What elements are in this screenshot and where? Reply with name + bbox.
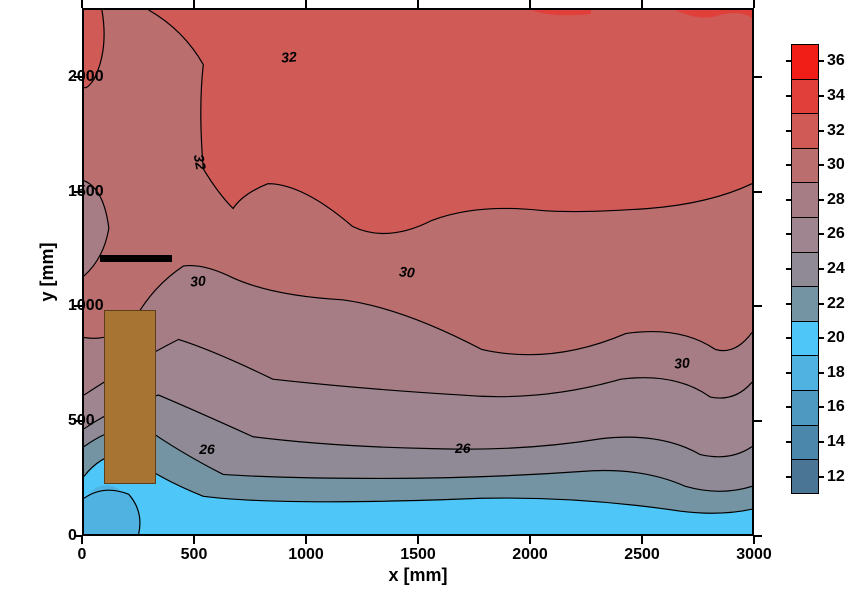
colorbar-swatch xyxy=(791,252,819,287)
colorbar-swatch xyxy=(791,459,819,494)
contour-label: 30 xyxy=(190,273,207,290)
contour-label: 26 xyxy=(455,440,471,456)
contour-label: 32 xyxy=(190,153,208,171)
colorbar-tick-label: 14 xyxy=(827,433,845,451)
contour-plot: 32323030302626 050010001500200025003000 … xyxy=(82,8,754,536)
colorbar-swatch xyxy=(791,79,819,114)
colorbar-swatch xyxy=(791,182,819,217)
colorbar-tick-label: 28 xyxy=(827,191,845,209)
colorbar-tick-label: 18 xyxy=(827,364,845,382)
colorbar-swatch xyxy=(791,286,819,321)
plot-svg xyxy=(82,8,754,536)
contour-label: 32 xyxy=(281,49,298,66)
colorbar-tick-label: 34 xyxy=(827,87,845,105)
x-tick-label: 1500 xyxy=(400,546,436,564)
x-tick-label: 0 xyxy=(78,546,87,564)
colorbar-tick-label: 22 xyxy=(827,295,845,313)
colorbar-swatch xyxy=(791,321,819,356)
overlay-black-bar xyxy=(100,255,172,261)
colorbar-swatch xyxy=(791,44,819,79)
colorbar-swatch xyxy=(791,148,819,183)
x-tick-label: 2000 xyxy=(512,546,548,564)
contour-label: 30 xyxy=(398,263,415,280)
colorbar-tick-label: 26 xyxy=(827,225,845,243)
x-tick-label: 3000 xyxy=(736,546,772,564)
colorbar-tick-label: 12 xyxy=(827,468,845,486)
x-tick-label: 1000 xyxy=(288,546,324,564)
x-axis-label: x [mm] xyxy=(388,565,447,586)
overlay-brown-rect xyxy=(104,310,156,484)
contour-label: 26 xyxy=(199,441,215,457)
colorbar-tick-label: 16 xyxy=(827,398,845,416)
colorbar-tick-label: 36 xyxy=(827,52,845,70)
x-tick-label: 500 xyxy=(181,546,208,564)
colorbar-swatch xyxy=(791,217,819,252)
colorbar-tick-label: 24 xyxy=(827,260,845,278)
x-tick-label: 2500 xyxy=(624,546,660,564)
colorbar-swatch xyxy=(791,390,819,425)
colorbar-swatch xyxy=(791,355,819,390)
colorbar-swatch xyxy=(791,425,819,460)
colorbar-tick-label: 32 xyxy=(827,122,845,140)
colorbar xyxy=(791,44,819,494)
y-axis-label: y [mm] xyxy=(37,242,58,301)
colorbar-tick-label: 30 xyxy=(827,156,845,174)
colorbar-swatch xyxy=(791,113,819,148)
contour-label: 30 xyxy=(674,354,691,371)
colorbar-tick-label: 20 xyxy=(827,329,845,347)
